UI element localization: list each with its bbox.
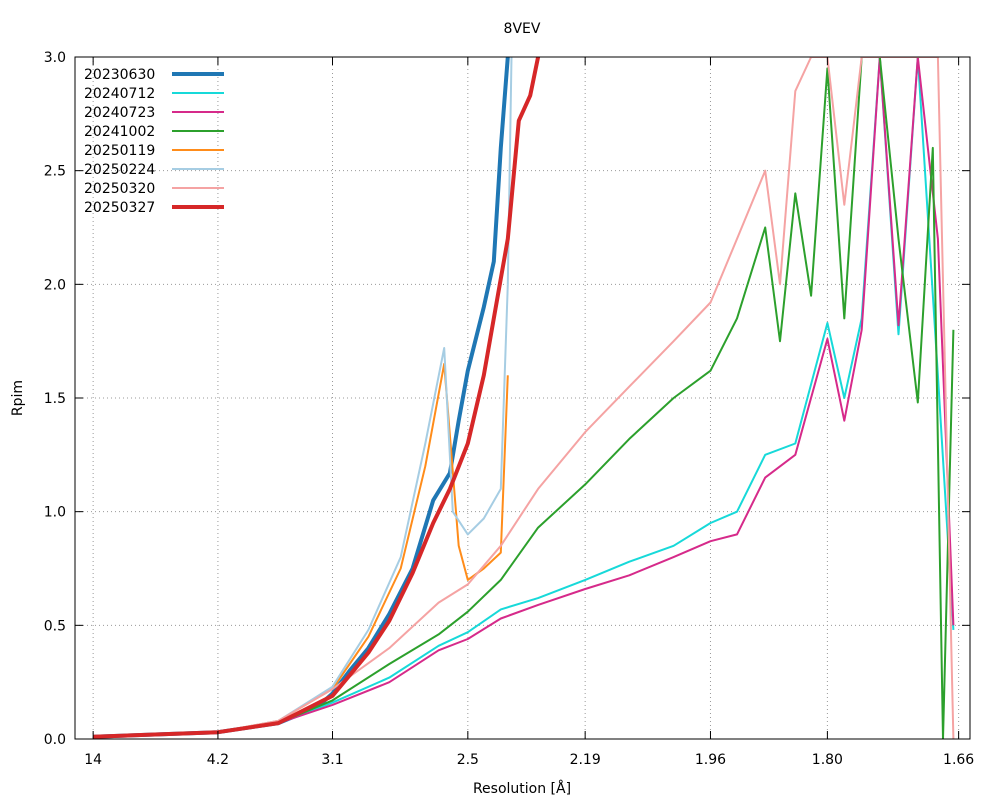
legend-label: 20250119: [84, 143, 155, 159]
series-line-20241002: [93, 57, 955, 739]
x-tick-label: 1.66: [943, 752, 974, 768]
series-line-20230630: [93, 57, 510, 739]
chart-title: 8VEV: [504, 21, 541, 37]
y-tick-label: 3.0: [44, 50, 66, 66]
legend-label: 20241002: [84, 124, 155, 140]
x-tick-label: 14: [84, 752, 102, 768]
x-tick-label: 2.19: [570, 752, 601, 768]
y-tick-label: 0.5: [44, 618, 66, 634]
y-axis-title: Rpim: [10, 380, 26, 416]
grid-lines: [75, 57, 970, 739]
axis-ticks: [75, 56, 970, 740]
y-tick-label: 2.5: [44, 164, 66, 180]
x-tick-labels: 14 4.2 3.1 2.5 2.19 1.96 1.80 1.66: [84, 752, 974, 768]
legend-label: 20240712: [84, 86, 155, 102]
y-tick-label: 2.0: [44, 277, 66, 293]
series-line-20250320: [93, 57, 955, 739]
y-tick-labels: 0.0 0.5 1.0 1.5 2.0 2.5 3.0: [44, 50, 66, 748]
x-axis-title: Resolution [Å]: [473, 780, 571, 797]
y-tick-label: 1.5: [44, 391, 66, 407]
legend-label: 20240723: [84, 105, 155, 121]
series-line-20240723: [93, 57, 955, 738]
legend-label: 20250320: [84, 181, 155, 197]
x-tick-label: 4.2: [207, 752, 229, 768]
x-tick-label: 1.80: [812, 752, 843, 768]
legend-label: 20230630: [84, 67, 155, 83]
x-tick-label: 2.5: [457, 752, 479, 768]
series-line-20250119: [93, 362, 509, 738]
legend-label: 20250224: [84, 162, 155, 178]
series-line-20250224: [93, 57, 513, 738]
y-tick-label: 0.0: [44, 732, 66, 748]
series-lines: [93, 57, 955, 739]
x-tick-label: 1.96: [695, 752, 726, 768]
y-tick-label: 1.0: [44, 505, 66, 521]
x-tick-label: 3.1: [321, 752, 343, 768]
series-line-20250327: [93, 57, 541, 739]
series-line-20240712: [93, 57, 955, 738]
legend: 20230630 20240712 20240723 20241002 20250119…: [84, 67, 224, 216]
legend-label: 20250327: [84, 200, 155, 216]
